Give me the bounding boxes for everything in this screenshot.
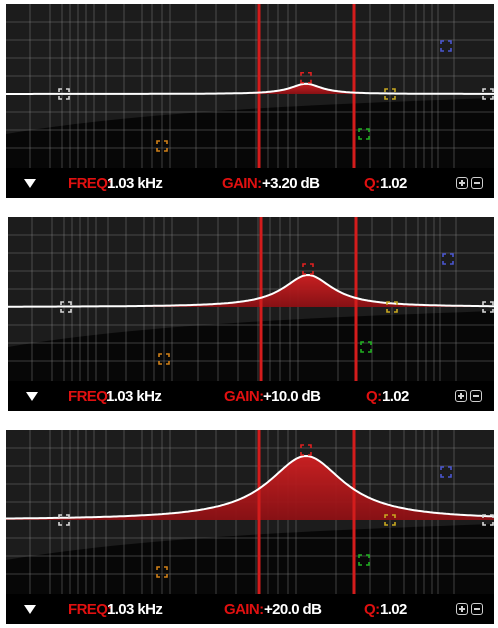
handle-band-3[interactable] — [360, 341, 372, 353]
minus-box-icon[interactable] — [470, 390, 482, 402]
lower-shadow — [6, 524, 494, 594]
eq-panel-3: FREQ: 1.03 kHz GAIN: +20.0 dB Q: 1.02 — [6, 430, 494, 624]
eq-curve — [6, 82, 494, 95]
handle-band-1[interactable] — [156, 566, 168, 578]
handle-band-4[interactable] — [384, 514, 396, 526]
lower-shadow — [6, 98, 494, 168]
handle-band-2[interactable] — [302, 263, 314, 275]
q-label: Q: — [366, 387, 382, 405]
param-bar: FREQ: 1.03 kHz GAIN: +10.0 dB Q: 1.02 — [8, 381, 494, 411]
gain-value[interactable]: +10.0 dB — [263, 387, 321, 405]
plus-box-icon[interactable] — [456, 603, 468, 615]
handle-high-shelf[interactable] — [482, 514, 494, 526]
q-value[interactable]: 1.02 — [382, 387, 409, 405]
eq-graph[interactable] — [6, 430, 494, 594]
eq-curve — [6, 454, 494, 520]
freq-value[interactable]: 1.03 kHz — [106, 387, 162, 405]
handle-low-shelf[interactable] — [58, 514, 70, 526]
handle-band-4[interactable] — [384, 88, 396, 100]
eq-graph[interactable] — [6, 4, 494, 168]
plus-box-icon[interactable] — [456, 177, 468, 189]
handle-band-3[interactable] — [358, 554, 370, 566]
q-label: Q: — [364, 174, 380, 192]
eq-panel-1: FREQ: 1.03 kHz GAIN: +3.20 dB Q: 1.02 — [6, 4, 494, 198]
handle-band-2[interactable] — [300, 71, 312, 84]
handle-band-5[interactable] — [440, 466, 452, 478]
handle-low-shelf[interactable] — [58, 88, 70, 100]
handle-band-3[interactable] — [358, 128, 370, 140]
triangle-down-icon[interactable] — [24, 604, 36, 614]
handle-band-1[interactable] — [156, 140, 168, 152]
handle-band-1[interactable] — [158, 353, 170, 365]
eq-curve — [8, 273, 494, 308]
lower-shadow — [8, 311, 494, 381]
param-bar: FREQ: 1.03 kHz GAIN: +3.20 dB Q: 1.02 — [6, 168, 494, 198]
gain-label: GAIN: — [222, 174, 262, 192]
triangle-down-icon[interactable] — [26, 391, 38, 401]
handle-band-4[interactable] — [386, 301, 398, 313]
q-label: Q: — [364, 600, 380, 618]
freq-label: FREQ: — [68, 174, 112, 192]
gain-label: GAIN: — [224, 387, 264, 405]
handle-high-shelf[interactable] — [482, 88, 494, 100]
handle-low-shelf[interactable] — [60, 301, 72, 313]
q-value[interactable]: 1.02 — [380, 600, 407, 618]
freq-label: FREQ: — [68, 387, 112, 405]
handle-band-2[interactable] — [300, 444, 312, 456]
gain-value[interactable]: +20.0 dB — [264, 600, 322, 618]
gain-value[interactable]: +3.20 dB — [262, 174, 320, 192]
handle-high-shelf[interactable] — [482, 301, 494, 313]
minus-box-icon[interactable] — [471, 603, 483, 615]
handle-band-5[interactable] — [442, 253, 454, 265]
minus-box-icon[interactable] — [471, 177, 483, 189]
gain-label: GAIN: — [224, 600, 264, 618]
q-value[interactable]: 1.02 — [380, 174, 407, 192]
eq-graph[interactable] — [8, 217, 494, 381]
handle-band-5[interactable] — [440, 40, 452, 52]
freq-label: FREQ: — [68, 600, 112, 618]
param-bar: FREQ: 1.03 kHz GAIN: +20.0 dB Q: 1.02 — [6, 594, 494, 624]
freq-value[interactable]: 1.03 kHz — [107, 600, 163, 618]
triangle-down-icon[interactable] — [24, 178, 36, 188]
freq-value[interactable]: 1.03 kHz — [107, 174, 163, 192]
eq-panel-2: FREQ: 1.03 kHz GAIN: +10.0 dB Q: 1.02 — [8, 217, 494, 411]
plus-box-icon[interactable] — [455, 390, 467, 402]
band-fill — [6, 456, 494, 520]
